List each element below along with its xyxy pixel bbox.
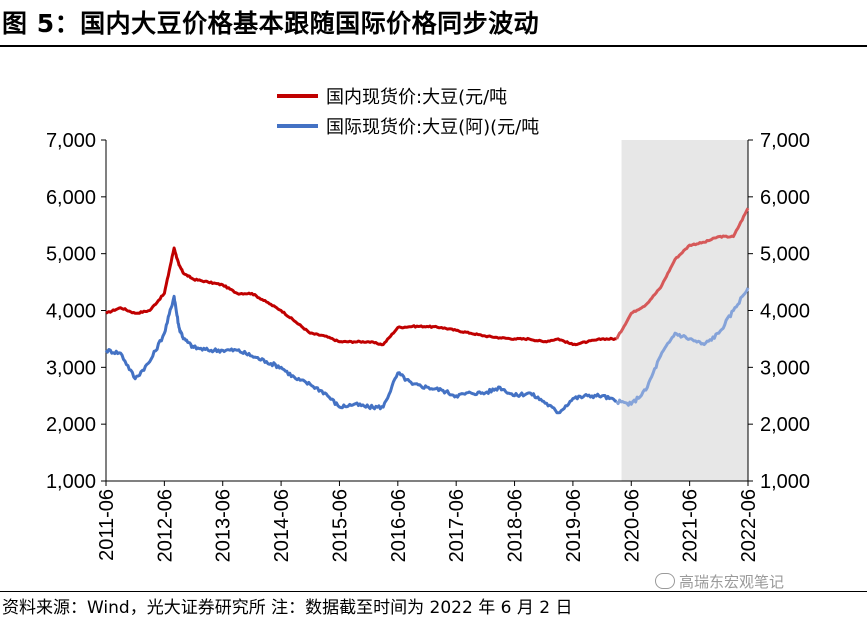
- x-tick-label: 2018-06: [505, 489, 527, 562]
- y-tick-label-left: 7,000: [46, 130, 96, 152]
- footer-divider: [0, 591, 867, 592]
- watermark: 高瑞东宏观笔记: [655, 571, 784, 592]
- y-tick-label-left: 2,000: [46, 414, 96, 436]
- title-divider: [0, 45, 867, 47]
- x-tick-label: 2021-06: [680, 489, 702, 562]
- y-tick-label-left: 3,000: [46, 357, 96, 379]
- y-tick-label-right: 4,000: [760, 301, 810, 323]
- y-tick-label-right: 7,000: [760, 130, 810, 152]
- legend-label-domestic: 国内现货价:大豆(元/吨: [326, 87, 507, 108]
- y-tick-label-right: 3,000: [760, 357, 810, 379]
- wechat-icon: [655, 573, 675, 589]
- x-tick-label: 2017-06: [446, 489, 468, 562]
- x-tick-label: 2019-06: [563, 489, 585, 562]
- chart-title: 图 5：国内大豆价格基本跟随国际价格同步波动: [2, 9, 540, 38]
- y-tick-label-right: 5,000: [760, 244, 810, 266]
- y-tick-label-left: 5,000: [46, 244, 96, 266]
- y-tick-label-right: 1,000: [760, 471, 810, 493]
- x-tick-label: 2013-06: [213, 489, 235, 562]
- series-line-international: [104, 294, 617, 415]
- legend-label-international: 国际现货价:大豆(阿)(元/吨: [326, 117, 539, 138]
- y-tick-label-left: 4,000: [46, 301, 96, 323]
- series-line-domestic: [105, 246, 617, 347]
- y-tick-label-right: 6,000: [760, 187, 810, 209]
- series-line-domestic-highlighted: [615, 207, 750, 340]
- y-tick-label-right: 2,000: [760, 414, 810, 436]
- x-tick-label: 2012-06: [154, 489, 176, 562]
- x-tick-label: 2011-06: [96, 489, 118, 561]
- source-note: 资料来源：Wind，光大证券研究所 注：数据截至时间为 2022 年 6 月 2…: [2, 598, 573, 618]
- x-tick-label: 2015-06: [329, 489, 351, 562]
- highlight-region: [621, 140, 748, 481]
- x-tick-label: 2014-06: [271, 489, 293, 562]
- y-tick-label-left: 1,000: [46, 471, 96, 493]
- series-line-international-highlighted: [615, 287, 750, 407]
- x-tick-label: 2022-06: [738, 489, 760, 562]
- x-tick-label: 2020-06: [621, 489, 643, 562]
- x-tick-label: 2016-06: [388, 489, 410, 562]
- watermark-text: 高瑞东宏观笔记: [679, 573, 785, 591]
- y-tick-label-left: 6,000: [46, 187, 96, 209]
